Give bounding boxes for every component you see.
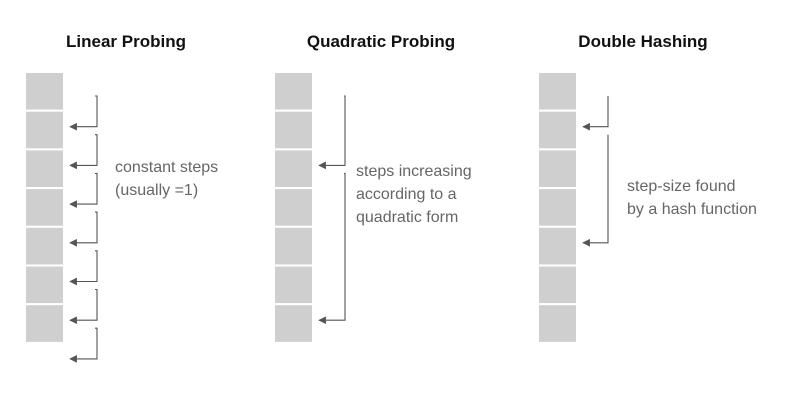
table-slot	[537, 264, 578, 306]
table-slot	[273, 109, 314, 151]
probe-arrow	[69, 288, 98, 325]
panel-linear-probing: Linear Probing constant steps (usually =…	[24, 32, 218, 363]
table-slot	[537, 71, 578, 112]
panel-title: Double Hashing	[578, 32, 707, 51]
panel-note-line-1: constant steps	[115, 159, 218, 176]
table-slot	[537, 187, 578, 228]
table-slot	[24, 187, 65, 228]
probe-arrow	[69, 95, 98, 131]
probe-arrows	[69, 95, 98, 363]
table-slot	[537, 303, 578, 344]
panel-note-line-2: (usually =1)	[115, 182, 198, 199]
table-slot	[537, 225, 578, 267]
panel-note-line-1: step-size found	[627, 178, 736, 195]
probe-arrow	[318, 95, 346, 170]
panel-quadratic-probing: Quadratic Probing steps increasing accor…	[273, 32, 472, 344]
table-slot	[537, 148, 578, 190]
probe-arrows	[582, 96, 609, 247]
table-slot	[537, 109, 578, 151]
panel-title: Quadratic Probing	[307, 32, 455, 51]
panel-note-line-3: quadratic form	[356, 209, 458, 226]
table-slot	[24, 225, 65, 267]
hash-table-column	[273, 71, 314, 344]
table-slot	[24, 148, 65, 190]
table-slot	[273, 187, 314, 228]
probe-arrow	[69, 327, 98, 363]
probe-arrow	[69, 172, 98, 208]
table-slot	[24, 264, 65, 306]
table-slot	[273, 148, 314, 190]
probe-arrow	[69, 250, 98, 286]
table-slot	[273, 264, 314, 306]
table-slot	[24, 109, 65, 151]
panel-note-line-2: by a hash function	[627, 201, 757, 218]
probe-arrow	[69, 134, 98, 170]
panel-double-hashing: Double Hashing step-size found by a hash…	[537, 32, 757, 344]
table-slot	[273, 225, 314, 267]
probe-arrow	[582, 134, 609, 247]
probe-arrow	[318, 172, 346, 325]
panel-note-line-1: steps increasing	[356, 163, 472, 180]
panel-note-line-2: according to a	[356, 186, 457, 203]
probe-arrow	[69, 211, 98, 247]
table-slot	[273, 303, 314, 344]
table-slot	[24, 71, 65, 112]
table-slot	[24, 303, 65, 344]
probe-arrow	[582, 96, 609, 131]
panel-title: Linear Probing	[66, 32, 186, 51]
probe-arrows	[318, 95, 346, 325]
hash-table-column	[24, 71, 65, 344]
hash-table-column	[537, 71, 578, 344]
table-slot	[273, 71, 314, 112]
